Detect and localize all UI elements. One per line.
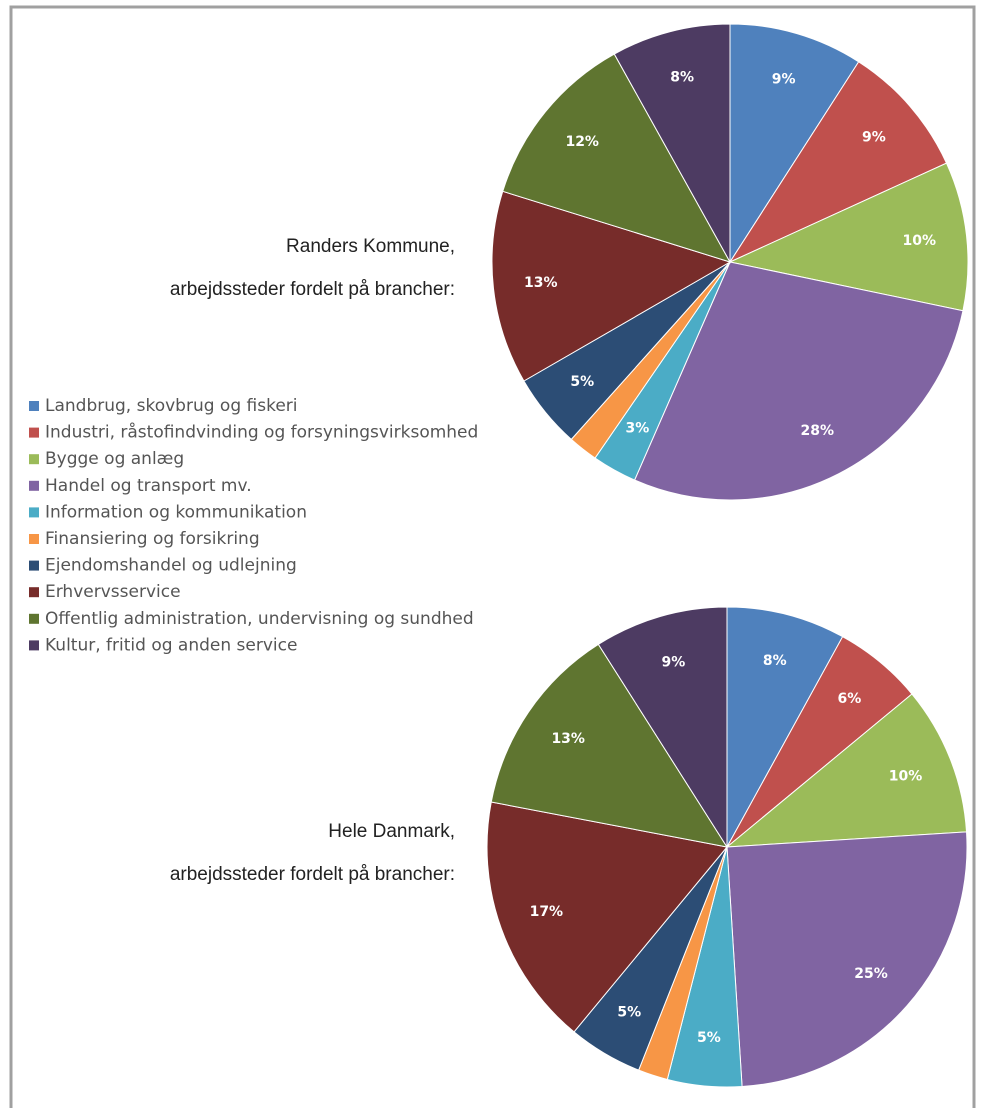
legend-swatch (29, 427, 39, 438)
data-label: 9% (772, 71, 796, 87)
data-label: 5% (570, 374, 594, 390)
legend-swatch (29, 480, 39, 491)
pie-slice (728, 61, 948, 264)
legend-swatch (29, 613, 39, 624)
legend-swatch (29, 587, 39, 598)
legend-label: Handel og transport mv. (45, 476, 252, 496)
legend-label: Erhvervsservice (45, 582, 181, 602)
pie-slice (597, 606, 728, 849)
legend-swatch (29, 560, 39, 571)
pie-slice (728, 162, 969, 312)
data-label: 5% (697, 1030, 721, 1046)
pie-slice (613, 23, 731, 264)
pie-slice (726, 831, 968, 1088)
pie-slice (491, 190, 732, 382)
chart-title: Hele Danmark, (328, 821, 455, 842)
pie-slice (490, 643, 729, 848)
legend-swatch (29, 507, 39, 518)
data-label: 9% (662, 655, 686, 671)
data-label: 25% (854, 966, 888, 982)
legend-label: Kultur, fritid og anden service (45, 635, 297, 655)
data-label: 9% (862, 129, 886, 145)
legend-label: Offentlig administration, undervisning o… (45, 609, 474, 629)
pie-slice (729, 23, 860, 264)
legend-label: Bygge og anlæg (45, 449, 184, 469)
pie-slice (486, 801, 728, 1033)
data-label: 5% (617, 1004, 641, 1020)
data-label: 12% (565, 134, 599, 150)
legend-swatch (29, 534, 39, 544)
data-label: 10% (889, 768, 923, 784)
pie-slice (726, 606, 844, 848)
data-label: 13% (551, 731, 585, 747)
pie-slice (633, 261, 964, 501)
legend-label: Finansiering og forsikring (45, 529, 260, 549)
legend-swatch (29, 454, 39, 465)
data-label: 8% (763, 653, 787, 669)
chart-title: Randers Kommune, (286, 236, 455, 257)
pie-slice (725, 693, 968, 848)
data-label: 8% (670, 70, 694, 86)
legend-label: Ejendomshandel og udlejning (45, 556, 297, 576)
data-label: 17% (530, 904, 564, 920)
legend-swatch (29, 640, 39, 651)
chart-title: arbejdssteder fordelt på brancher: (170, 279, 455, 300)
data-label: 13% (524, 275, 558, 291)
legend-swatch (29, 401, 39, 411)
data-label: 10% (902, 233, 936, 249)
chart-title: arbejdssteder fordelt på brancher: (170, 864, 455, 885)
data-label: 3% (626, 420, 650, 436)
frame (9, 5, 976, 1108)
legend-label: Landbrug, skovbrug og fiskeri (45, 396, 298, 416)
data-label: 28% (800, 423, 834, 439)
pie-slice (502, 53, 732, 263)
legend-label: Information og kommunikation (45, 502, 307, 522)
data-label: 6% (837, 691, 861, 707)
legend-label: Industri, råstofindvinding og forsynings… (45, 422, 478, 443)
